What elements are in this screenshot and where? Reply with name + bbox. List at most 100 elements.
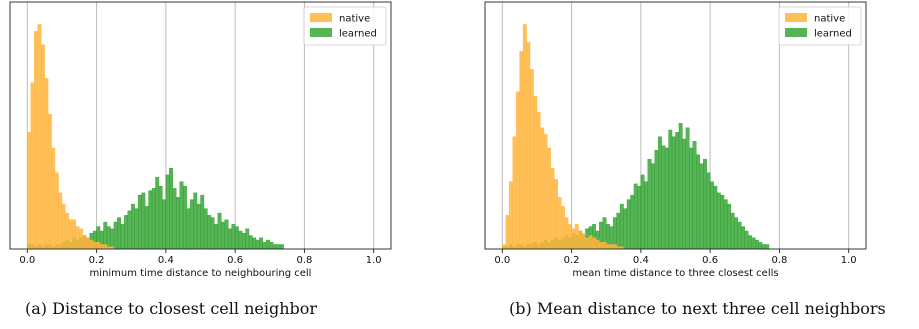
x-tick-label: 1.0 [841, 255, 857, 266]
histogram-bar-native [54, 172, 59, 250]
legend-label-learned: learned [339, 29, 377, 40]
histogram-bar-learned [696, 154, 700, 250]
histogram-bar-native [515, 91, 520, 250]
histogram-bar-native [512, 136, 517, 250]
histogram-bar-native [85, 237, 90, 250]
histogram-bar-native [585, 237, 590, 250]
x-tick-label: 0.0 [494, 255, 510, 266]
histogram-bar-learned [193, 192, 198, 250]
figure-caption-a: (a) Distance to closest cell neighbor [25, 299, 318, 318]
histogram-bar-native [68, 219, 73, 250]
histogram-bar-learned [137, 194, 142, 250]
histogram-bar-learned [224, 219, 229, 250]
legend-label-native: native [814, 14, 845, 25]
histogram-bar-learned [692, 141, 697, 250]
histogram-bar-learned [252, 237, 257, 250]
histogram-bar-learned [165, 174, 170, 250]
legend-swatch-native [785, 13, 807, 22]
histogram-bar-native [602, 242, 607, 250]
histogram-bar-learned [678, 123, 683, 250]
histogram-bar-native [529, 69, 534, 250]
histogram-bar-learned [203, 208, 208, 250]
histogram-bar-learned [124, 215, 128, 250]
histogram-bar-learned [716, 192, 721, 250]
histogram-bar-native [72, 219, 77, 250]
histogram-bar-native [609, 244, 614, 250]
histogram-bar-learned [196, 203, 201, 250]
x-tick-label: 0.2 [564, 255, 580, 266]
figure-caption-b: (b) Mean distance to next three cell nei… [509, 299, 886, 318]
histogram-bar-native [82, 235, 87, 250]
x-tick-label: 0.2 [89, 255, 105, 266]
histogram-bar-native [502, 244, 506, 250]
histogram-bar-native [103, 244, 108, 250]
histogram-bar-native [533, 96, 538, 250]
histogram-bar-native [526, 42, 531, 250]
histogram-bar-learned [661, 145, 666, 250]
histogram-bar-learned [179, 181, 184, 250]
histogram-bar-native [79, 228, 83, 250]
histogram-bar-learned [189, 199, 194, 250]
histogram-bar-native [27, 132, 31, 250]
histogram-bar-learned [262, 242, 267, 250]
histogram-bar-learned [238, 230, 243, 250]
histogram-bar-learned [682, 138, 687, 250]
histogram-bar-learned [234, 226, 239, 250]
histogram-bar-learned [269, 242, 274, 250]
histogram-bar-learned [751, 237, 756, 250]
histogram-bar-learned [734, 217, 739, 250]
axes-frame [484, 1, 867, 250]
x-tick-label: 0.0 [19, 255, 35, 266]
histogram-bar-learned [120, 224, 125, 250]
histogram-bar-native [34, 30, 38, 250]
histogram-bar-learned [758, 242, 763, 250]
histogram-bar-native [567, 224, 572, 250]
histogram-bar-learned [148, 190, 153, 250]
legend: native learned [303, 6, 387, 46]
histogram-bar-native [571, 228, 576, 250]
histogram-bar-learned [176, 197, 180, 250]
histogram-bar-native [58, 192, 63, 250]
histogram-bar-native [592, 237, 597, 250]
histogram-bar-learned [127, 210, 132, 250]
histogram-bar-learned [266, 239, 270, 250]
histogram-bar-learned [720, 194, 725, 250]
histogram-bar-learned [630, 194, 635, 250]
histogram-bar-learned [117, 217, 122, 250]
histogram-bar-learned [155, 176, 160, 250]
histogram-bar-native [612, 244, 617, 250]
histogram-bar-learned [633, 183, 638, 250]
histogram-bar-native [547, 147, 552, 250]
histogram-bar-native [588, 235, 593, 250]
histogram-bar-native [578, 230, 583, 250]
histogram-bar-learned [217, 212, 222, 250]
histogram-bar-learned [668, 129, 673, 250]
histogram-bar-learned [228, 228, 232, 250]
histogram-bar-native [543, 134, 548, 250]
legend-label-learned: learned [814, 29, 852, 40]
histogram-bar-native [51, 147, 56, 250]
histogram-bar-learned [612, 217, 617, 250]
legend-swatch-learned [785, 28, 807, 37]
histogram-bar-native [30, 82, 35, 250]
histogram-chart-b: 0.0 0.2 0.4 0.6 0.8 1.0 mean time distance to … [484, 1, 867, 279]
histogram-bar-learned [113, 221, 118, 250]
histogram-bar-native [505, 215, 510, 250]
histogram-bar-learned [619, 203, 624, 250]
histogram-bar-learned [689, 147, 694, 250]
histogram-bar-native [606, 244, 610, 250]
histogram-bar-native [557, 197, 562, 250]
histogram-chart-a: 0.0 0.2 0.4 0.6 0.8 1.0 minimum time distance … [9, 1, 392, 279]
legend: native learned [778, 6, 862, 46]
histogram-bar-learned [685, 127, 690, 250]
histogram-bar-native [509, 181, 513, 250]
histogram-bar-learned [172, 188, 177, 250]
histogram-bar-native [47, 114, 52, 250]
histogram-bar-learned [241, 233, 246, 250]
histogram-bar-learned [754, 239, 759, 250]
histogram-bar-learned [207, 215, 212, 250]
x-tick-label: 1.0 [366, 255, 382, 266]
histogram-bar-learned [248, 235, 253, 250]
histogram-bar-native [536, 111, 541, 250]
panel-mean-distance-three-neighbors: 0.0 0.2 0.4 0.6 0.8 1.0 mean time distance to … [475, 0, 915, 329]
